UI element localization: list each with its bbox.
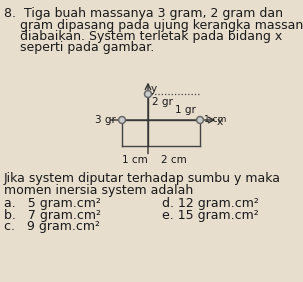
Text: 2 gr: 2 gr [152,97,173,107]
Circle shape [145,91,152,98]
Text: 2 cm: 2 cm [161,155,187,165]
Text: 8.  Tiga buah massanya 3 gram, 2 gram dan: 8. Tiga buah massanya 3 gram, 2 gram dan [4,7,283,20]
Text: Jika system diputar terhadap sumbu y maka: Jika system diputar terhadap sumbu y mak… [4,172,281,185]
Circle shape [197,116,204,124]
Text: x: x [217,117,223,127]
Text: momen inersia system adalah: momen inersia system adalah [4,184,193,197]
Text: 1 cm: 1 cm [204,116,226,124]
Text: b.   7 gram.cm²: b. 7 gram.cm² [4,209,101,222]
Text: 1 gr: 1 gr [175,105,196,115]
Circle shape [120,118,124,122]
Text: 3 gr: 3 gr [95,115,116,125]
Text: 1 cm: 1 cm [122,155,148,165]
Text: y: y [151,84,157,94]
Text: diabaikan. System terletak pada bidang x: diabaikan. System terletak pada bidang x [4,30,282,43]
Text: c.   9 gram.cm²: c. 9 gram.cm² [4,220,100,233]
Text: a.   5 gram.cm²: a. 5 gram.cm² [4,197,101,210]
Circle shape [146,92,150,96]
Circle shape [118,116,125,124]
Circle shape [198,118,202,122]
Text: d. 12 gram.cm²: d. 12 gram.cm² [162,197,259,210]
Text: seperti pada gambar.: seperti pada gambar. [4,41,154,54]
Text: e. 15 gram.cm²: e. 15 gram.cm² [162,209,259,222]
Text: gram dipasang pada ujung kerangka massanya: gram dipasang pada ujung kerangka massan… [4,19,303,32]
